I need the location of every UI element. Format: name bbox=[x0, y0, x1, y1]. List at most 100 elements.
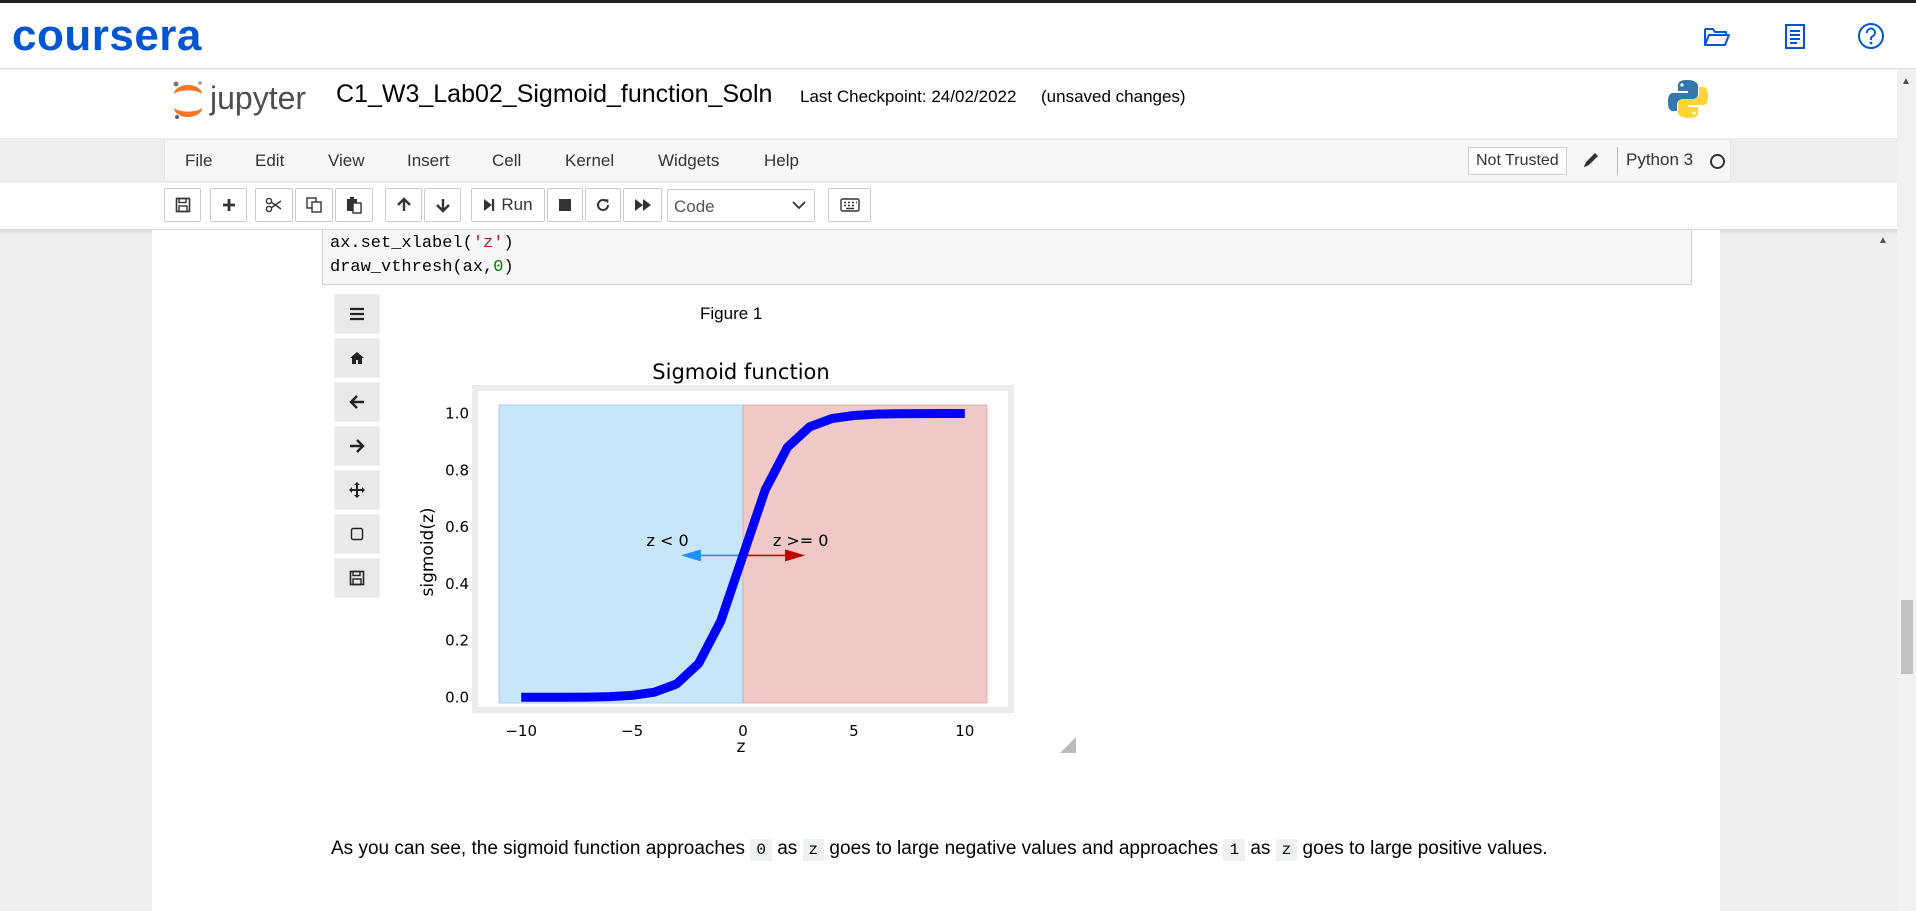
right-arrow-head bbox=[785, 549, 806, 562]
zoom-icon bbox=[350, 527, 364, 541]
sigmoid-line bbox=[521, 409, 965, 702]
scroll-thumb[interactable] bbox=[1901, 600, 1913, 674]
code-number: 0 bbox=[493, 258, 504, 277]
y-tick-label: 0.0 bbox=[445, 688, 469, 706]
x-tick-label: 5 bbox=[849, 722, 859, 740]
coursera-header: coursera bbox=[0, 3, 1916, 69]
home-icon bbox=[350, 352, 364, 364]
y-tick-label: 0.4 bbox=[445, 575, 469, 593]
menu-cell[interactable]: Cell bbox=[492, 151, 522, 170]
arrow-layer bbox=[680, 549, 806, 562]
code-text: draw_vthresh(ax, bbox=[330, 258, 494, 277]
menu-widgets[interactable]: Widgets bbox=[658, 151, 720, 170]
menu-icon bbox=[350, 307, 364, 321]
insert-cell-button[interactable] bbox=[210, 188, 247, 222]
figure-zoom-button[interactable] bbox=[334, 514, 380, 554]
menu-view[interactable]: View bbox=[328, 151, 365, 170]
restart-kernel-button[interactable] bbox=[585, 188, 621, 222]
folder-open-icon[interactable] bbox=[1702, 21, 1732, 51]
y-tick-label: 0.6 bbox=[445, 518, 469, 536]
code-text: ) bbox=[503, 234, 514, 253]
kernel-separator bbox=[1617, 147, 1618, 175]
annotation-layer: z < 0 z >= 0 bbox=[647, 531, 829, 550]
notebook-title[interactable]: C1_W3_Lab02_Sigmoid_function_Soln bbox=[336, 80, 773, 108]
notes-icon[interactable] bbox=[1780, 21, 1810, 51]
command-palette-button[interactable] bbox=[828, 188, 871, 222]
copy-button[interactable] bbox=[295, 188, 333, 222]
python-logo-icon bbox=[1667, 78, 1709, 120]
edit-pencil-icon[interactable] bbox=[1581, 149, 1601, 171]
save-button[interactable] bbox=[164, 188, 201, 222]
save-icon bbox=[349, 570, 365, 586]
sigmoid-chart[interactable]: Sigmoid function z < 0 z >= 0 −10 −5 0 5 10 0… bbox=[400, 350, 1080, 760]
md-text: as bbox=[771, 838, 803, 859]
code-line-1: ax.set_xlabel('z') bbox=[330, 232, 1684, 256]
figure-menu-button[interactable] bbox=[334, 294, 380, 334]
y-tick-label: 0.2 bbox=[445, 632, 469, 650]
menu-kernel[interactable]: Kernel bbox=[565, 151, 615, 170]
series-layer bbox=[521, 409, 965, 702]
annotation-negative: z < 0 bbox=[647, 531, 689, 550]
move-down-button[interactable] bbox=[424, 188, 461, 222]
md-text: goes to large negative values and approa… bbox=[824, 838, 1224, 859]
pan-icon bbox=[349, 482, 365, 498]
run-label: Run bbox=[501, 195, 533, 214]
scroll-up-icon[interactable]: ▲ bbox=[1901, 76, 1911, 87]
menu-help[interactable]: Help bbox=[764, 151, 799, 170]
positive-region bbox=[742, 404, 988, 704]
figure-forward-button[interactable] bbox=[334, 426, 380, 466]
figure-pan-button[interactable] bbox=[334, 470, 380, 510]
top-border bbox=[0, 0, 1916, 3]
figure-back-button[interactable] bbox=[334, 382, 380, 422]
figure-resize-handle[interactable] bbox=[1060, 737, 1076, 753]
move-up-button[interactable] bbox=[385, 188, 422, 222]
x-tick-layer: −10 −5 0 5 10 bbox=[505, 722, 974, 740]
x-tick-label: 10 bbox=[955, 722, 974, 740]
restart-run-all-button[interactable] bbox=[623, 188, 662, 222]
code-text: ) bbox=[503, 258, 514, 277]
cell-type-select[interactable]: Code bbox=[667, 189, 815, 222]
run-button[interactable]: Run bbox=[471, 188, 545, 222]
paste-button[interactable] bbox=[335, 188, 373, 222]
figure-home-button[interactable] bbox=[334, 338, 380, 378]
chevron-down-icon bbox=[792, 201, 806, 210]
md-inline-code: 1 bbox=[1223, 839, 1246, 861]
help-icon[interactable] bbox=[1856, 21, 1886, 51]
annotation-positive: z >= 0 bbox=[773, 531, 829, 550]
code-cell[interactable]: ax.set_xlabel('z') draw_vthresh(ax,0) bbox=[322, 230, 1692, 285]
cell-type-value: Code bbox=[674, 197, 715, 216]
kernel-name[interactable]: Python 3 bbox=[1626, 150, 1694, 169]
trust-indicator-button[interactable]: Not Trusted bbox=[1468, 147, 1567, 175]
jupyter-logo[interactable]: jupyter bbox=[170, 76, 320, 126]
checkpoint-status: Last Checkpoint: 24/02/2022 bbox=[800, 87, 1017, 106]
back-icon bbox=[349, 395, 364, 409]
inner-scroll-up-icon[interactable]: ▲ bbox=[1878, 235, 1888, 246]
jupyter-logo-text: jupyter bbox=[210, 80, 307, 116]
step-forward-icon bbox=[484, 199, 495, 211]
page-scrollbar[interactable]: ▲ bbox=[1897, 70, 1916, 911]
figure-save-button[interactable] bbox=[334, 558, 380, 598]
interrupt-kernel-button[interactable] bbox=[547, 188, 583, 222]
menu-edit[interactable]: Edit bbox=[255, 151, 285, 170]
menu-insert[interactable]: Insert bbox=[407, 151, 450, 170]
markdown-cell: As you can see, the sigmoid function app… bbox=[331, 838, 1548, 861]
forward-icon bbox=[350, 439, 365, 453]
x-tick-label: −5 bbox=[621, 722, 643, 740]
left-arrow-head bbox=[680, 549, 701, 562]
menu-file[interactable]: File bbox=[185, 151, 213, 170]
code-string: 'z' bbox=[472, 234, 504, 253]
y-tick-label: 1.0 bbox=[445, 405, 469, 423]
x-axis-label: z bbox=[737, 737, 746, 757]
coursera-logo[interactable]: coursera bbox=[12, 11, 202, 60]
cut-button[interactable] bbox=[255, 188, 293, 222]
md-text: As you can see, the sigmoid function app… bbox=[331, 838, 751, 859]
y-axis-label: sigmoid(z) bbox=[418, 507, 438, 596]
y-tick-layer: 0.0 0.2 0.4 0.6 0.8 1.0 bbox=[445, 405, 469, 707]
chart-title: Sigmoid function bbox=[652, 360, 829, 384]
code-line-2: draw_vthresh(ax,0) bbox=[330, 256, 1684, 280]
notebook-toolbar: Run Code bbox=[0, 183, 1897, 230]
plot-frame bbox=[472, 385, 1014, 713]
kernel-status-icon bbox=[1710, 154, 1725, 169]
y-tick-label: 0.8 bbox=[445, 461, 469, 479]
md-inline-code: 0 bbox=[750, 839, 772, 861]
